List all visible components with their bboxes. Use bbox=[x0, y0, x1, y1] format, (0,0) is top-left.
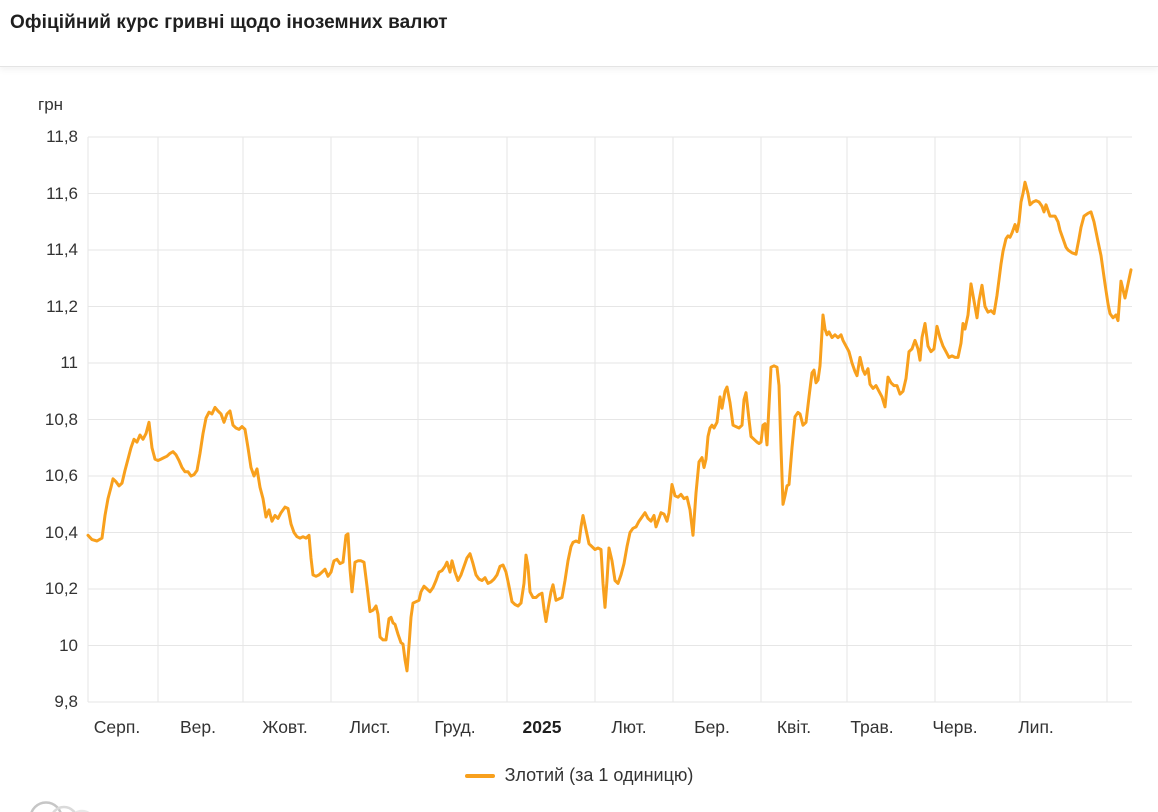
x-tick-label-10: Трав. bbox=[850, 717, 894, 737]
y-tick-label-11-6: 11,6 bbox=[46, 183, 78, 203]
title-divider: Офіційний курс гривні щодо іноземних вал… bbox=[0, 0, 1158, 67]
x-tick-label-7: Лют. bbox=[611, 717, 647, 737]
gridlines bbox=[87, 136, 1132, 703]
legend-item-zloty[interactable]: Злотий (за 1 одиницю) bbox=[0, 765, 1158, 786]
y-tick-label-10-8: 10,8 bbox=[44, 409, 78, 429]
y-tick-label-11-8: 11,8 bbox=[46, 127, 78, 146]
legend-label: Злотий (за 1 одиницю) bbox=[504, 765, 694, 785]
page-title: Офіційний курс гривні щодо іноземних вал… bbox=[10, 12, 448, 33]
x-tick-label-2: Вер. bbox=[180, 717, 216, 737]
y-axis-unit-label: грн bbox=[38, 95, 64, 114]
y-tick-label-10-6: 10,6 bbox=[44, 466, 78, 485]
y-tick-label-11-2: 11,2 bbox=[46, 296, 78, 316]
x-tick-label-3: Жовт. bbox=[262, 717, 308, 737]
x-tick-label-5: Груд. bbox=[434, 717, 476, 737]
x-tick-label-1: Серп. bbox=[93, 717, 141, 737]
x-tick-label-8: Бер. bbox=[694, 717, 730, 737]
y-tick-label-9-8: 9,8 bbox=[54, 692, 78, 711]
y-tick-label-11-4: 11,4 bbox=[46, 240, 78, 259]
y-tick-label-10: 10 bbox=[59, 635, 78, 655]
x-tick-label-11: Черв. bbox=[932, 717, 978, 737]
x-tick-label-6: 2025 bbox=[522, 717, 562, 737]
y-tick-label-10-2: 10,2 bbox=[44, 579, 78, 598]
series-line-zloty[interactable] bbox=[86, 180, 1133, 673]
y-tick-label-11: 11 bbox=[60, 353, 78, 372]
legend-line-swatch bbox=[464, 773, 495, 778]
x-tick-label-4: Лист. bbox=[349, 717, 391, 737]
y-tick-label-10-4: 10,4 bbox=[44, 522, 78, 542]
watermark-arcs-icon bbox=[30, 801, 90, 812]
x-tick-label-9: Квіт. bbox=[776, 717, 812, 737]
x-tick-label-12: Лип. bbox=[1018, 717, 1054, 737]
